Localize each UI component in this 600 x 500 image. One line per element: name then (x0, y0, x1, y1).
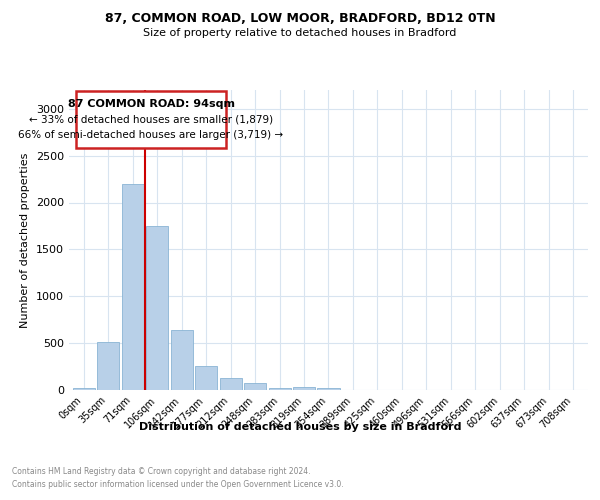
Bar (122, 184, 143, 390)
Bar (170, 330, 193, 390)
Bar (73, 388, 95, 390)
Text: Distribution of detached houses by size in Bradford: Distribution of detached houses by size … (139, 422, 461, 432)
Bar (293, 387, 315, 390)
FancyBboxPatch shape (76, 92, 226, 148)
Text: Contains public sector information licensed under the Open Government Licence v3: Contains public sector information licen… (12, 480, 344, 489)
Bar (97, 342, 119, 390)
Bar (244, 384, 266, 390)
Bar (269, 388, 290, 390)
Text: Contains HM Land Registry data © Crown copyright and database right 2024.: Contains HM Land Registry data © Crown c… (12, 468, 311, 476)
Y-axis label: Number of detached properties: Number of detached properties (20, 152, 31, 328)
Text: 87 COMMON ROAD: 94sqm: 87 COMMON ROAD: 94sqm (68, 99, 235, 109)
Text: 66% of semi-detached houses are larger (3,719) →: 66% of semi-detached houses are larger (… (19, 130, 284, 140)
Bar (317, 388, 340, 390)
Bar (220, 378, 242, 390)
Text: Size of property relative to detached houses in Bradford: Size of property relative to detached ho… (143, 28, 457, 38)
Text: ← 33% of detached houses are smaller (1,879): ← 33% of detached houses are smaller (1,… (29, 114, 273, 124)
Text: 87, COMMON ROAD, LOW MOOR, BRADFORD, BD12 0TN: 87, COMMON ROAD, LOW MOOR, BRADFORD, BD1… (104, 12, 496, 26)
Bar (146, 226, 168, 390)
Bar (195, 366, 217, 390)
